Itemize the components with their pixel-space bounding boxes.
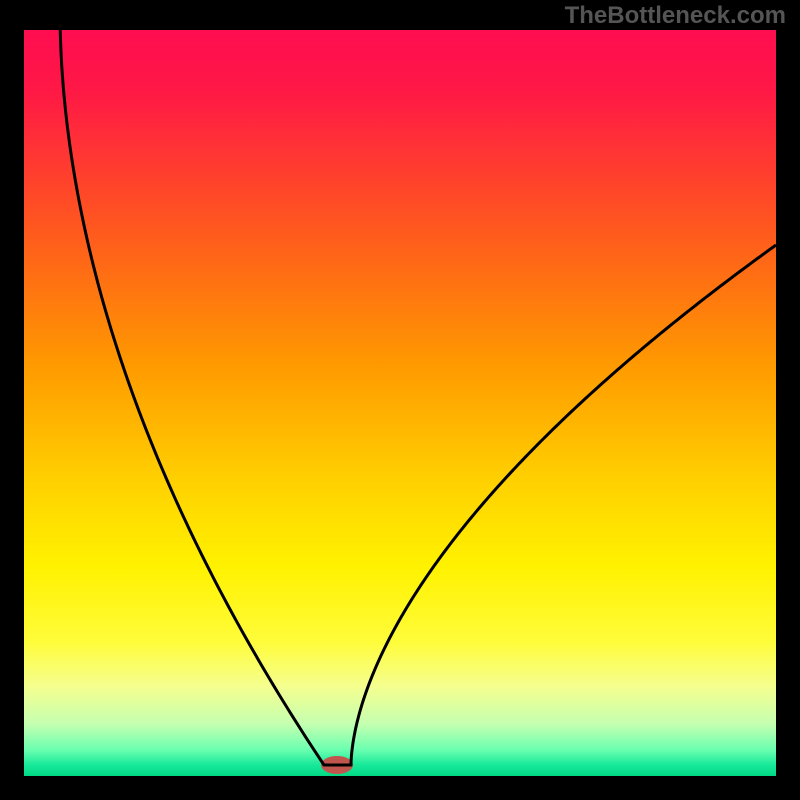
bottleneck-marker	[321, 756, 353, 774]
plot-area	[24, 30, 776, 776]
curve-svg	[24, 30, 776, 776]
bottleneck-curve	[60, 30, 776, 765]
watermark-text: TheBottleneck.com	[565, 2, 786, 30]
chart-frame: TheBottleneck.com	[0, 0, 800, 800]
